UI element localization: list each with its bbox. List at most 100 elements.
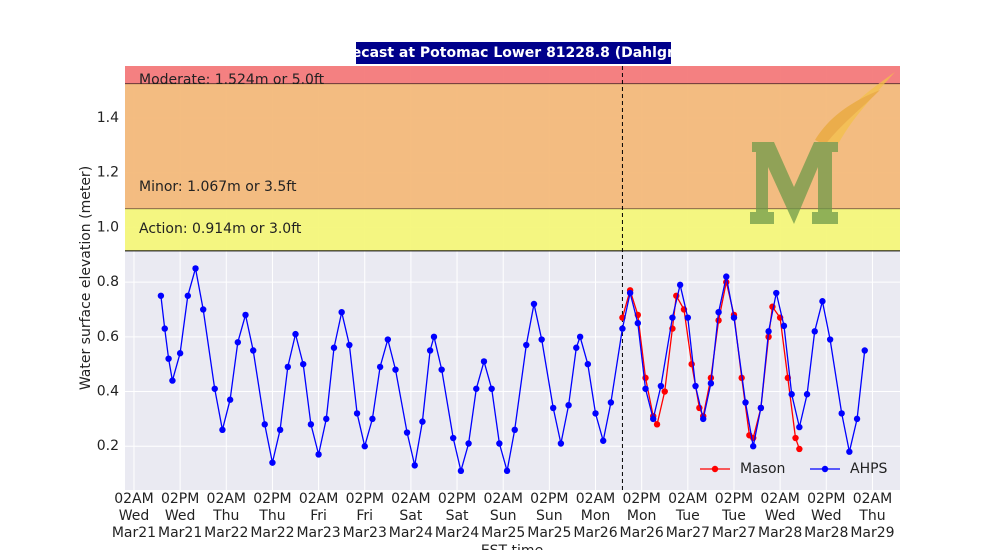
data-point <box>450 434 457 442</box>
x-tick-label: Sun <box>490 508 517 524</box>
data-point <box>550 404 557 412</box>
data-point <box>307 421 315 428</box>
x-tick-label: Wed <box>165 508 196 524</box>
x-tick-label: Mar26 <box>573 525 617 541</box>
data-point <box>403 429 411 436</box>
data-point <box>376 363 384 371</box>
data-point <box>819 298 826 305</box>
x-tick-label: Mar24 <box>389 525 433 541</box>
x-tick-label: Mar24 <box>435 525 479 541</box>
x-tick-label: Mar22 <box>250 525 294 541</box>
data-point <box>176 350 184 357</box>
y-tick-label: 0.2 <box>97 438 119 454</box>
x-tick-label: 02AM <box>760 491 799 507</box>
x-tick-label: Mar29 <box>850 525 894 541</box>
threshold-label: Moderate: 1.524m or 5.0ft <box>139 72 325 88</box>
data-point <box>657 382 665 390</box>
x-tick-label: Thu <box>212 508 239 524</box>
x-tick-label: Mar26 <box>620 525 664 541</box>
data-point <box>723 273 730 280</box>
x-tick-label: 02AM <box>668 491 707 507</box>
x-tick-label: 02PM <box>622 491 660 507</box>
data-point <box>565 402 572 409</box>
data-point <box>300 360 307 368</box>
x-tick-label: 02AM <box>299 491 338 507</box>
data-point <box>419 418 426 425</box>
data-point <box>700 415 707 423</box>
data-point <box>853 415 861 423</box>
data-point <box>773 289 780 297</box>
data-point <box>330 344 338 351</box>
y-tick-label: 0.8 <box>97 274 119 290</box>
x-tick-label: Mar23 <box>343 525 387 541</box>
x-tick-label: 02PM <box>253 491 291 507</box>
x-tick-label: Mar21 <box>112 525 156 541</box>
data-point <box>184 292 192 299</box>
data-point <box>557 440 565 447</box>
data-point <box>600 437 607 444</box>
x-tick-label: 02AM <box>853 491 892 507</box>
data-point <box>634 319 642 327</box>
legend-marker <box>821 465 829 473</box>
data-point <box>473 385 480 392</box>
data-point <box>607 399 615 406</box>
x-tick-label: Thu <box>858 508 885 524</box>
data-point <box>503 467 511 475</box>
y-axis-label: Water surface elevation (meter) <box>78 166 94 390</box>
data-point <box>584 360 592 368</box>
data-point <box>369 415 376 423</box>
data-point <box>642 374 649 382</box>
data-point <box>707 380 715 387</box>
x-tick-label: Mar22 <box>204 525 248 541</box>
x-tick-label: Fri <box>356 508 373 524</box>
data-point <box>576 333 584 341</box>
data-point <box>192 265 199 272</box>
data-point <box>750 443 757 450</box>
data-point <box>276 426 284 434</box>
data-point <box>653 421 661 428</box>
x-tick-label: 02PM <box>807 491 845 507</box>
x-tick-label: Wed <box>811 508 842 524</box>
data-point <box>626 289 634 297</box>
data-point <box>353 410 361 417</box>
data-point <box>315 451 322 458</box>
data-point <box>488 385 495 392</box>
data-point <box>742 399 749 406</box>
data-point <box>838 410 845 417</box>
data-point <box>788 391 795 398</box>
x-tick-label: Tue <box>721 508 746 524</box>
data-point <box>650 415 657 423</box>
x-tick-label: Mon <box>581 508 611 524</box>
x-tick-label: Mar23 <box>296 525 340 541</box>
x-tick-label: Mar21 <box>158 525 202 541</box>
logo-leaf <box>815 90 880 145</box>
data-point <box>200 306 207 313</box>
data-point <box>411 462 418 469</box>
legend-label: AHPS <box>850 461 888 477</box>
x-tick-label: 02PM <box>715 491 753 507</box>
data-point <box>261 421 268 428</box>
x-tick-label: Mar28 <box>804 525 848 541</box>
data-point <box>438 366 445 373</box>
data-point <box>684 314 692 321</box>
data-point <box>757 404 765 412</box>
chart-title: Forecast at Potomac Lower 81228.8 (Dahlg… <box>326 45 699 61</box>
threshold-label: Action: 0.914m or 3.0ft <box>139 221 302 237</box>
series-line <box>160 268 866 472</box>
data-point <box>346 341 353 349</box>
data-point <box>619 325 626 332</box>
x-tick-label: Sat <box>399 508 422 524</box>
data-point <box>523 341 530 349</box>
data-point <box>457 467 465 475</box>
data-point <box>219 426 226 434</box>
data-point <box>392 366 399 373</box>
x-tick-label: 02AM <box>207 491 246 507</box>
data-point <box>430 333 438 341</box>
y-tick-label: 0.4 <box>97 384 119 400</box>
x-tick-label: Mar27 <box>712 525 756 541</box>
data-point <box>861 347 868 354</box>
data-point <box>161 325 168 332</box>
y-tick-label: 1.2 <box>97 165 119 181</box>
data-point <box>426 347 434 354</box>
